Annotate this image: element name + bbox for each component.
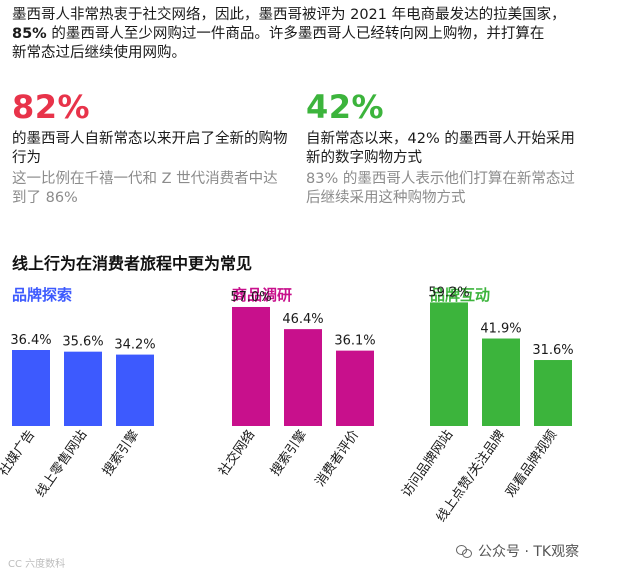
bar (534, 360, 572, 426)
bar (482, 338, 520, 426)
intro-highlight: 85% (12, 26, 47, 42)
stat-subtext: 83% 的墨西哥人表示他们打算在新常态过后继续采用这种购物方式 (306, 171, 575, 206)
data-label: 35.6% (62, 335, 103, 350)
category-label: 搜索引擎 (268, 428, 310, 479)
data-label: 46.4% (282, 312, 323, 327)
data-label: 34.2% (114, 338, 155, 353)
data-label: 36.1% (334, 334, 375, 349)
footer-logo-text: CC 六度数科 (8, 559, 66, 570)
bar (116, 354, 154, 426)
data-label: 31.6% (532, 343, 573, 358)
stat-value: 82% (12, 88, 91, 126)
data-label: 36.4% (10, 333, 51, 348)
bar (336, 350, 374, 426)
section-title: 线上行为在消费者旅程中更为常见 (12, 254, 253, 273)
watermark: 公众号 · TK观察 (456, 541, 579, 561)
data-label: 57.0% (230, 290, 271, 305)
category-label: 搜索引擎 (100, 428, 142, 479)
bar (232, 306, 270, 426)
category-label: 社交网络 (215, 427, 258, 479)
bar (430, 302, 468, 426)
category-label: 社媒广告 (0, 427, 38, 479)
bar (12, 350, 50, 426)
stat-block-42: 42% 自新常态以来，42% 的墨西哥人开始采用新的数字购物方式 83% 的墨西… (306, 88, 586, 208)
category-label: 消费者评价 (313, 428, 363, 490)
category-label: 观看品牌视频 (502, 427, 560, 500)
chart-title: 品牌探索 (12, 286, 72, 304)
bar (64, 351, 102, 426)
bar (284, 329, 322, 426)
watermark-text: 公众号 · TK观察 (478, 544, 580, 560)
intro-line-1: 墨西哥人非常热衷于社交网络，因此，墨西哥被评为 2021 年电商最发达的拉美国家… (12, 7, 566, 23)
intro-line-3: 新常态过后继续使用网购。 (12, 45, 186, 61)
stat-block-82: 82% 的墨西哥人自新常态以来开启了全新的购物行为 这一比例在千禧一代和 Z 世… (12, 88, 292, 208)
chart-title: 商品调研 (232, 286, 292, 304)
category-label: 访问品牌网站 (398, 427, 456, 500)
wechat-icon (456, 544, 472, 558)
stat-description: 的墨西哥人自新常态以来开启了全新的购物行为 (12, 131, 288, 166)
data-label: 41.9% (480, 322, 521, 337)
data-label: 59.2% (428, 285, 469, 300)
intro-paragraph: 墨西哥人非常热衷于社交网络，因此，墨西哥被评为 2021 年电商最发达的拉美国家… (12, 6, 608, 63)
stat-subtext: 这一比例在千禧一代和 Z 世代消费者中达到了 86% (12, 171, 278, 206)
bar-charts: 品牌探索36.4%社媒广告35.6%线上零售网站34.2%搜索引擎商品调研57.… (0, 285, 574, 525)
chart-title: 品牌互动 (430, 286, 490, 304)
stat-value: 42% (306, 88, 385, 126)
intro-line-2-rest: 的墨西哥人至少网购过一件商品。许多墨西哥人已经转向网上购物，并打算在 (46, 26, 545, 42)
stat-description: 自新常态以来，42% 的墨西哥人开始采用新的数字购物方式 (306, 131, 575, 166)
category-label: 线上零售网站 (32, 427, 90, 500)
bar-chart-group: 品牌探索 36.4% 社媒广告 35.6% 线上零售网站 34.2% 搜索引擎 (0, 286, 156, 500)
intro-line-2: 85% 的墨西哥人至少网购过一件商品。许多墨西哥人已经转向网上购物，并打算在 (12, 25, 608, 44)
